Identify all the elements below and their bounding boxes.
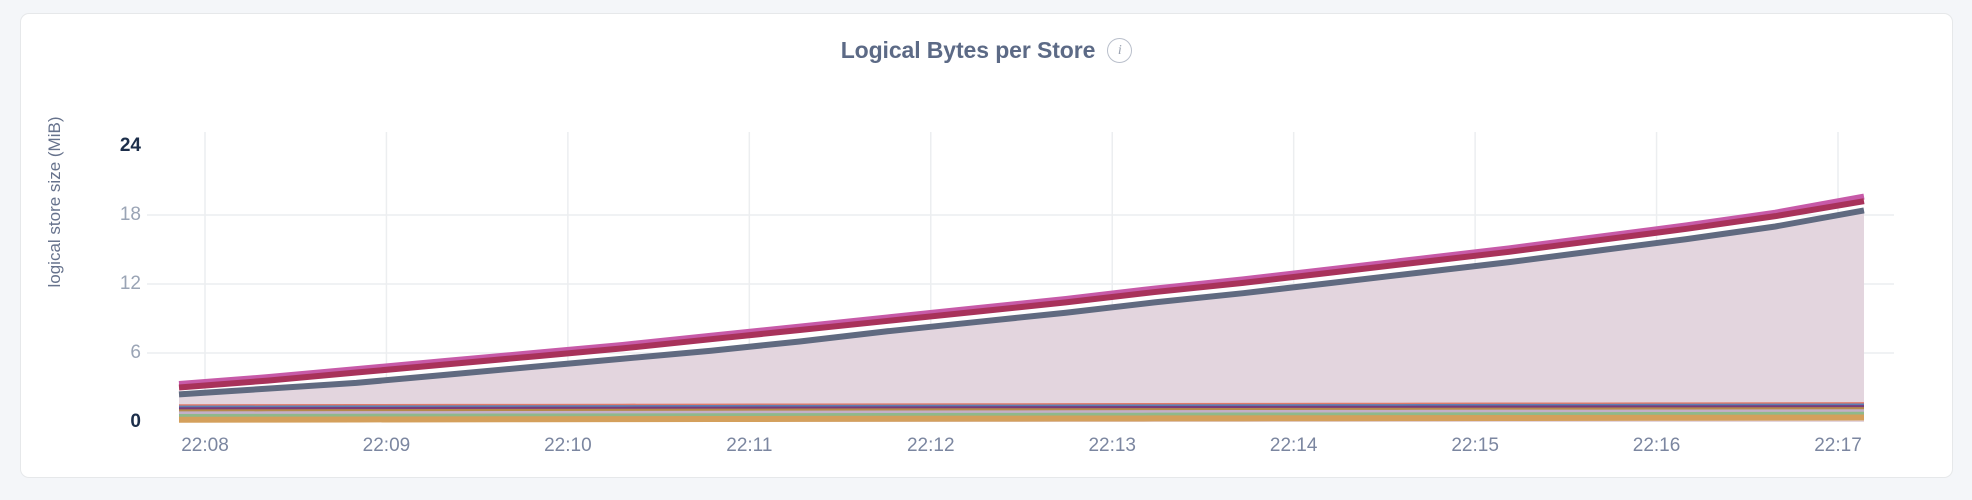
- x-tick-label: 22:12: [906, 435, 955, 456]
- x-tick-label: 22:09: [362, 435, 411, 456]
- area-fill-store-3: [179, 210, 1864, 422]
- x-tick-label: 22:17: [1814, 435, 1862, 456]
- x-tick-label: 22:13: [1088, 435, 1136, 456]
- y-tick-label: 24: [119, 135, 141, 156]
- chart-area-fills: [179, 210, 1864, 422]
- x-tick-label: 22:15: [1451, 435, 1499, 456]
- series-line-store-2: [178, 198, 1865, 391]
- x-axis-ticks: 22:08 22:09 22:10 22:11 22:12 22:13 22:14 22:15…: [21, 435, 1954, 465]
- chart-series-lines: [178, 193, 1865, 423]
- info-icon[interactable]: i: [1107, 38, 1133, 63]
- chart-card: Logical Bytes per Store i logical store …: [20, 13, 1953, 478]
- x-tick-label: 22:08: [181, 435, 229, 456]
- chart-plot-area: logical store size (MiB) 0 6 12 18 24 22:08 2…: [21, 14, 1954, 479]
- x-tick-label: 22:16: [1632, 435, 1681, 456]
- y-tick-label: 12: [119, 273, 141, 294]
- x-tick-label: 22:10: [544, 435, 592, 456]
- y-tick-label: 6: [130, 342, 141, 363]
- y-axis-ticks: 0 6 12 18 24: [59, 14, 141, 479]
- series-line-store-3: [178, 207, 1865, 398]
- series-line-store-10: [178, 414, 1865, 423]
- x-tick-label: 22:14: [1269, 435, 1318, 456]
- y-tick-label: 18: [119, 204, 141, 225]
- chart-header: Logical Bytes per Store i: [21, 38, 1952, 63]
- x-tick-label: 22:11: [726, 435, 773, 456]
- y-tick-label: 0: [130, 411, 141, 432]
- series-line-store-1: [178, 193, 1865, 388]
- page-title: Logical Bytes per Store: [840, 37, 1096, 63]
- chart-canvas: [147, 132, 1894, 423]
